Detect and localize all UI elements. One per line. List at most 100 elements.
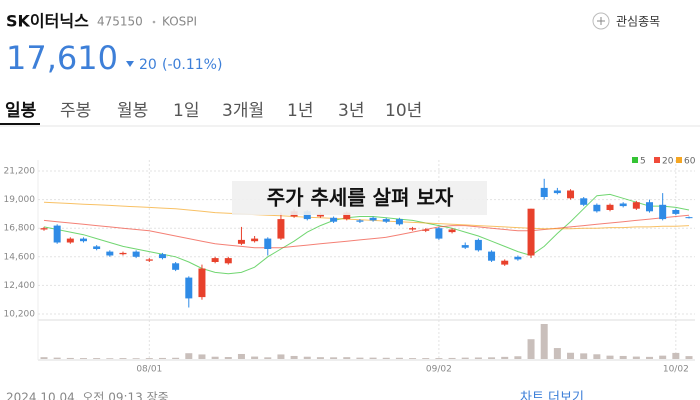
- y-tick-label: 21,200: [4, 167, 36, 177]
- y-tick-label: 10,200: [4, 310, 36, 320]
- volume-bar: [237, 353, 245, 359]
- volume-bar: [527, 339, 535, 359]
- timestamp: 2024.10.04. 오전 09:13 장중: [6, 391, 169, 400]
- candle-body: [264, 238, 272, 249]
- candle-body: [303, 211, 311, 220]
- candle-body: [158, 254, 166, 259]
- volume-bar: [448, 357, 456, 359]
- candle-body: [53, 225, 61, 243]
- candle-body: [369, 217, 377, 221]
- watch-button[interactable]: 관심종목: [592, 12, 660, 30]
- more-link[interactable]: 차트 더보기: [520, 391, 584, 400]
- x-tick-label: 08/01: [136, 365, 162, 375]
- volume-bar: [632, 356, 640, 359]
- volume-bar: [132, 358, 140, 359]
- candle-body: [580, 198, 588, 205]
- volume-bar: [277, 354, 285, 359]
- tabs: 일봉 주봉 월봉 1일 3개월 1년 3년 10년: [5, 101, 422, 121]
- candle-body: [685, 217, 693, 219]
- volume-bar: [356, 357, 364, 359]
- candle-body: [106, 251, 114, 256]
- legend-label: 5: [640, 157, 646, 167]
- volume-bar: [79, 358, 87, 359]
- candle-body: [593, 204, 601, 212]
- candle-body: [395, 219, 403, 225]
- candle-body: [488, 251, 496, 261]
- ma-line: [43, 201, 690, 230]
- candle-body: [632, 202, 640, 209]
- tab[interactable]: 1년: [287, 101, 313, 121]
- candle-body: [343, 212, 351, 220]
- volume-bar: [409, 358, 417, 359]
- volume-bar: [66, 357, 74, 359]
- candle-body: [79, 238, 87, 242]
- volume-bar: [488, 357, 496, 359]
- volume-bar: [672, 352, 680, 359]
- volume-bar: [158, 357, 166, 359]
- y-tick-label: 16,800: [4, 224, 36, 234]
- candle-body: [409, 228, 417, 230]
- volume-bar: [567, 352, 575, 359]
- candle-body: [356, 220, 364, 222]
- candle-body: [553, 190, 561, 194]
- tab[interactable]: 주봉: [60, 101, 91, 121]
- candle-body: [382, 219, 390, 222]
- tab[interactable]: 10년: [385, 101, 422, 121]
- legend-swatch: [632, 157, 638, 163]
- volume-bar: [53, 357, 61, 359]
- candle-body: [646, 202, 654, 212]
- ma-line: [43, 214, 690, 249]
- candle-body: [672, 210, 680, 214]
- change-pct: (-0.11%): [162, 57, 222, 73]
- ma-line: [43, 193, 690, 275]
- separator: [152, 20, 156, 24]
- volume-bar: [106, 358, 114, 359]
- watch-label: 관심종목: [616, 15, 660, 29]
- candle-body: [330, 217, 338, 222]
- overlay-box: [232, 181, 487, 215]
- volume-bar: [185, 353, 193, 359]
- candle-body: [567, 190, 575, 199]
- y-tick-label: 14,600: [4, 252, 36, 262]
- overlay-text: 주가 추세를 살펴 보자: [267, 186, 454, 210]
- candle-body: [422, 229, 430, 231]
- candle-body: [145, 259, 153, 261]
- candle-body: [448, 229, 456, 233]
- volume-bar: [593, 354, 601, 359]
- volume-bar: [93, 358, 101, 359]
- tab[interactable]: 3개월: [222, 101, 264, 121]
- volume-bar: [461, 357, 469, 359]
- y-tick-label: 12,400: [4, 281, 36, 291]
- tab[interactable]: 1일: [173, 101, 199, 121]
- x-tick-label: 10/02: [663, 365, 689, 375]
- candle-body: [659, 204, 667, 220]
- candle-body: [461, 245, 469, 248]
- volume-bar: [251, 356, 259, 359]
- volume-bar: [145, 358, 153, 359]
- volume-bar: [540, 324, 548, 359]
- tab[interactable]: 월봉: [117, 101, 148, 121]
- y-tick-label: 19,000: [4, 195, 36, 205]
- tab[interactable]: 일봉: [5, 101, 37, 121]
- stock-code: 475150: [97, 15, 143, 29]
- volume-bar: [474, 357, 482, 359]
- volume-bar: [343, 357, 351, 359]
- legend-swatch: [654, 157, 660, 163]
- candle-body: [527, 208, 535, 256]
- candle-body: [93, 246, 101, 249]
- candle-body: [172, 263, 180, 270]
- tab[interactable]: 3년: [338, 101, 364, 121]
- candle-body: [66, 238, 74, 243]
- candle-body: [251, 238, 259, 242]
- volume-bar: [395, 357, 403, 359]
- candle-body: [40, 228, 48, 230]
- candle-body: [316, 213, 324, 217]
- candle-body: [435, 228, 443, 239]
- x-tick-label: 09/02: [426, 365, 452, 375]
- candle-body: [224, 258, 232, 264]
- price: 17,610: [6, 39, 118, 77]
- legend-label: 60: [684, 157, 696, 167]
- volume-bar: [435, 358, 443, 359]
- plus-icon: [592, 12, 610, 30]
